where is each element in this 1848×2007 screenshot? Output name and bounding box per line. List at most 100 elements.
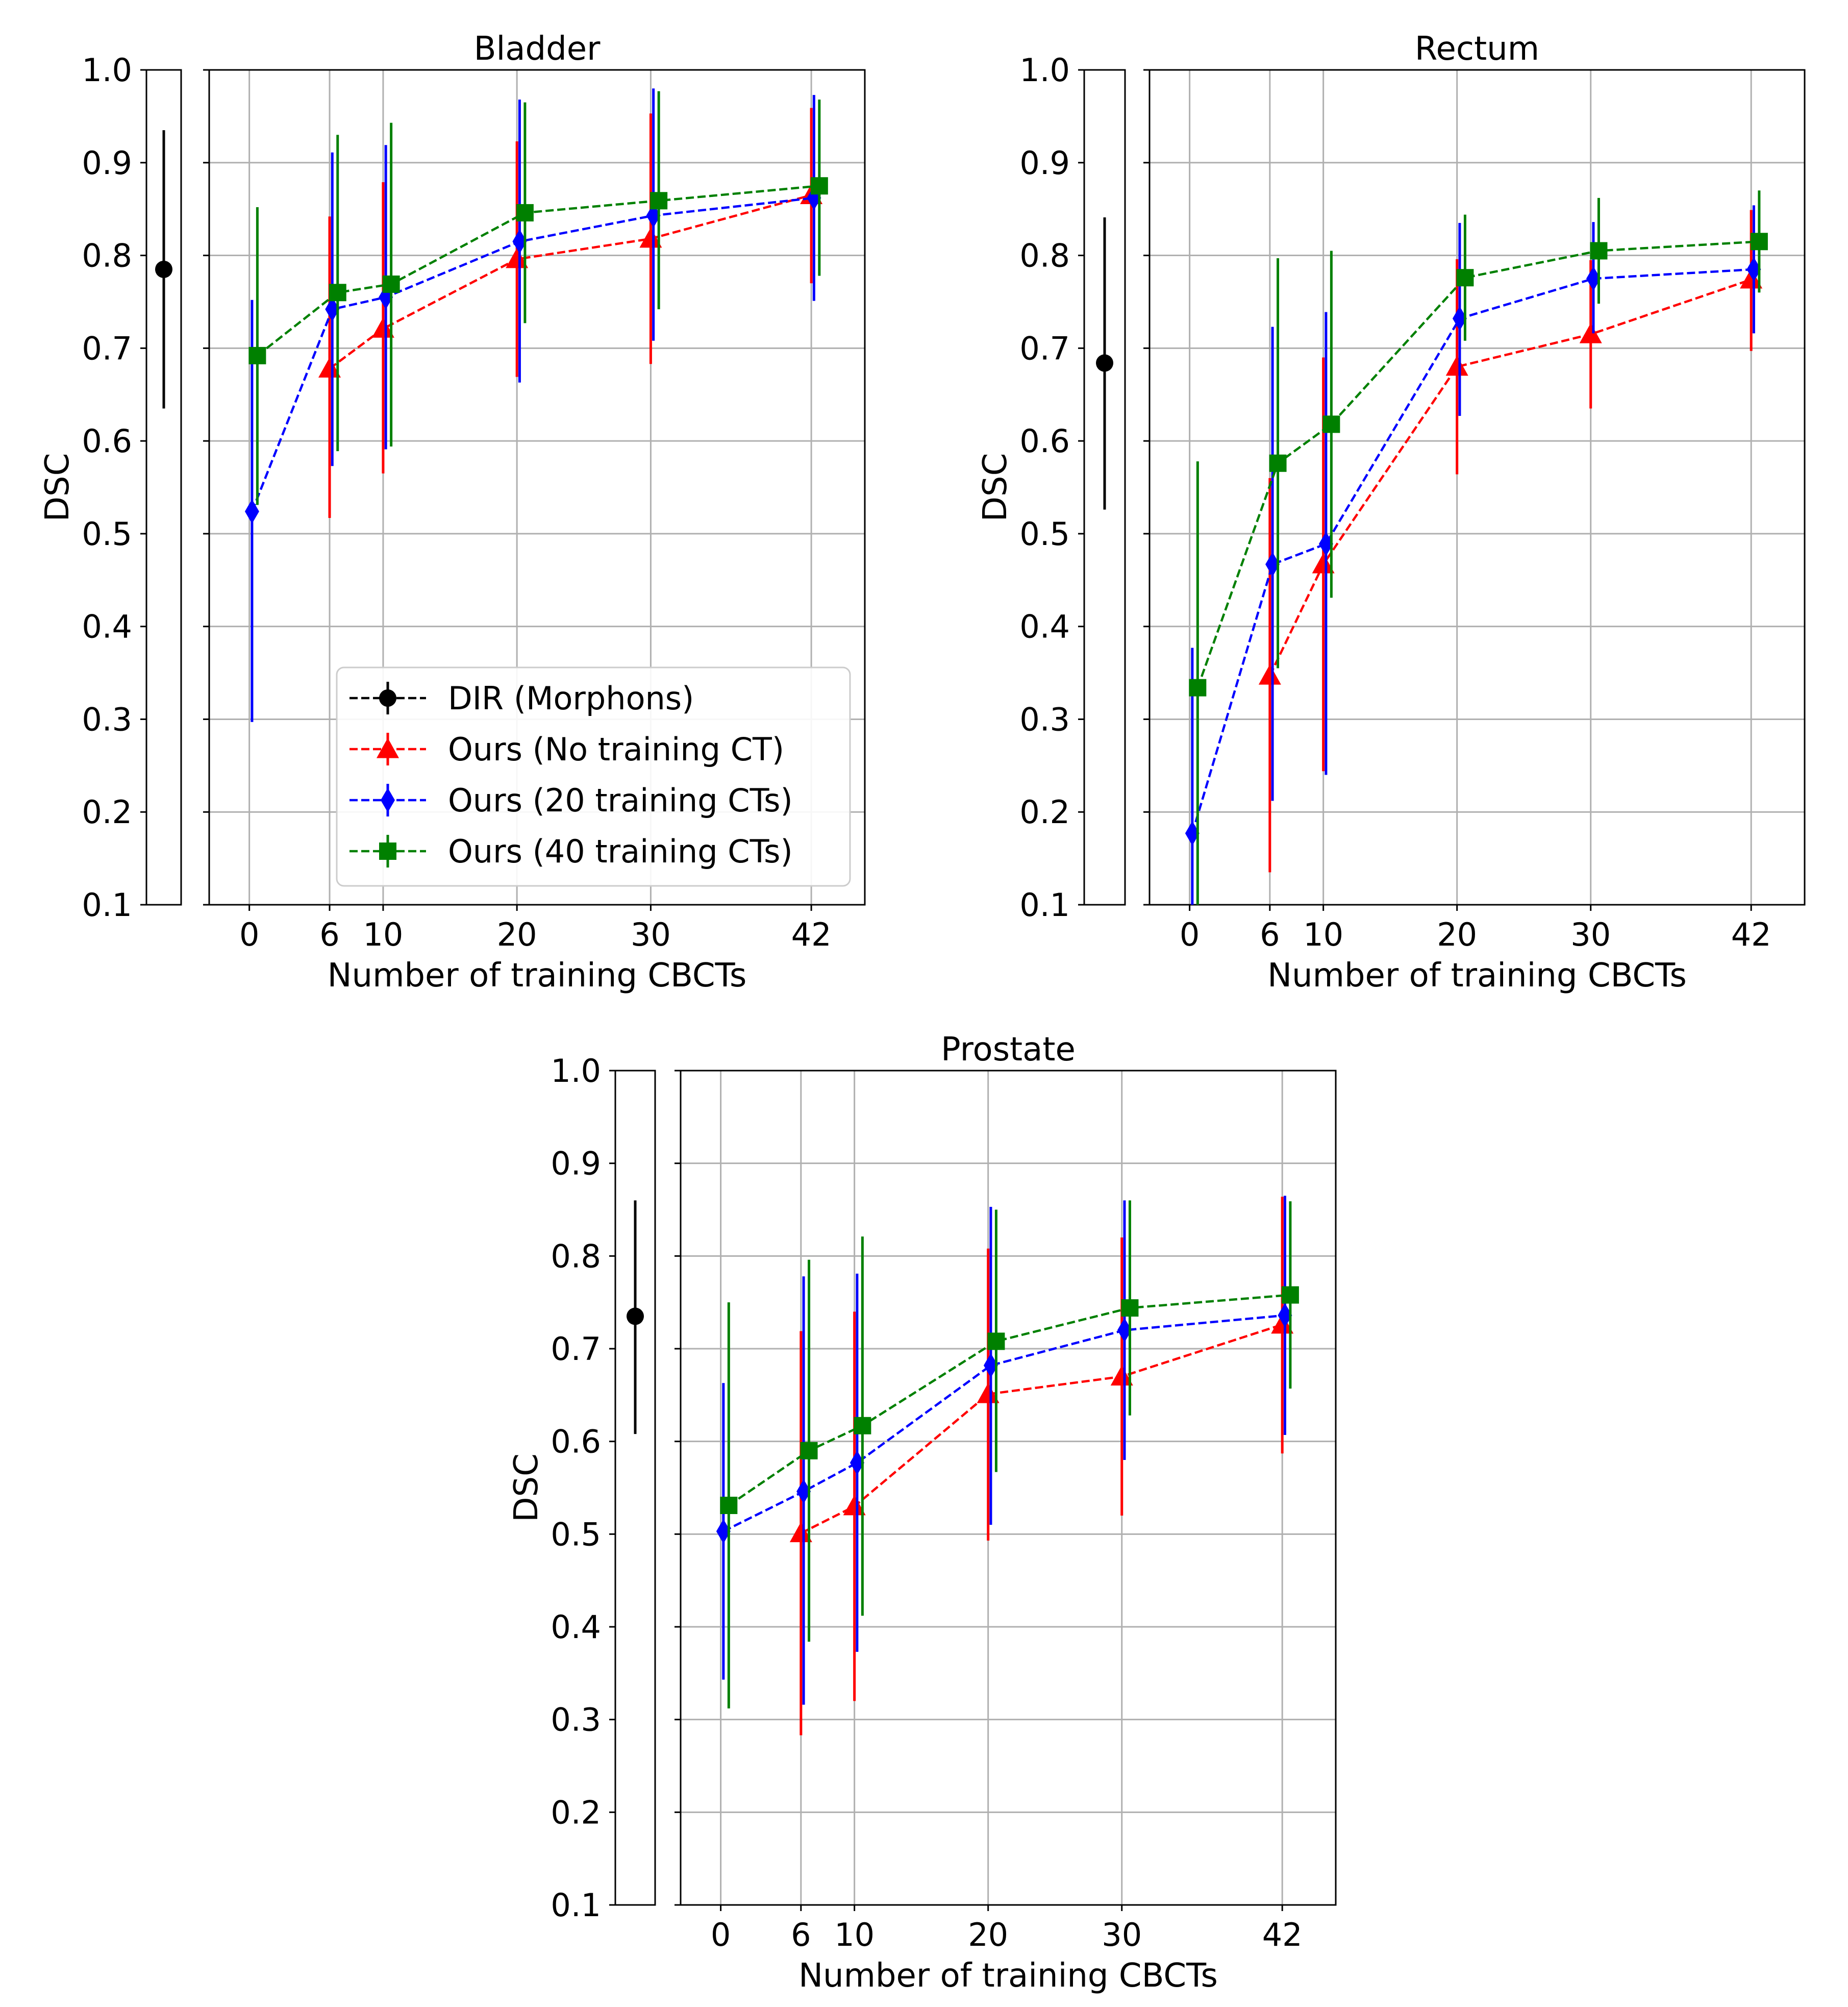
point-ct20 (1278, 1303, 1292, 1328)
point-ct40 (1121, 1299, 1139, 1317)
x-tick-label: 20 (968, 1916, 1008, 1953)
point-ct40 (248, 346, 266, 364)
series-no_ct (1258, 210, 1763, 873)
legend-marker (379, 689, 396, 707)
y-tick-label: 0.5 (82, 515, 132, 553)
line-ct20 (722, 1314, 1285, 1532)
main-axes-frame (680, 1070, 1337, 1906)
line-ct40 (728, 1294, 1291, 1506)
point-no_ct (639, 227, 662, 248)
point-ct20 (1185, 821, 1200, 846)
y-tick-label: 0.8 (1019, 237, 1070, 275)
point-ct40 (987, 1332, 1005, 1350)
legend-item-ct40: Ours (40 training CTs) (349, 833, 793, 870)
x-tick-label: 20 (497, 916, 537, 953)
point-ct20 (325, 296, 340, 321)
point-ct20 (983, 1353, 998, 1378)
point-ct40 (1322, 415, 1340, 433)
point-ct20 (1117, 1318, 1132, 1343)
y-axis-label: DSC (977, 453, 1014, 522)
point-ct40 (382, 275, 400, 293)
y-tick-label: 0.5 (1019, 515, 1070, 553)
x-tick-label: 10 (1303, 916, 1343, 953)
panel-bladder: 0.1 0.2 0.3 0.4 0.5 0.6 0.7 0.8 0.9 1.0 0 6 10 20 30 42… (39, 30, 866, 995)
point-no_ct (1579, 323, 1602, 343)
line-no_ct (800, 1323, 1283, 1534)
chart-title: Rectum (1415, 30, 1539, 68)
legend-item-no_ct: Ours (No training CT) (349, 731, 784, 768)
legend: DIR (Morphons) Ours (No training CT) Ours … (336, 666, 851, 887)
point-ct40 (1590, 242, 1608, 260)
point-ct40 (329, 284, 346, 302)
dir-axes-frame (145, 69, 182, 906)
point-no_ct (789, 1522, 812, 1543)
legend-marker (377, 738, 399, 758)
chart-title: Bladder (474, 30, 601, 68)
panel-prostate: 0.1 0.2 0.3 0.4 0.5 0.6 0.7 0.8 0.9 1.0 0 6 10 20 30 42… (508, 1031, 1337, 1995)
series-no_ct (318, 108, 823, 518)
point-ct20 (646, 203, 661, 228)
point-ct40 (1269, 454, 1287, 472)
series-ct20 (244, 88, 821, 722)
point-no_ct (1445, 355, 1468, 376)
y-tick-label: 0.4 (82, 608, 132, 646)
y-tick-label: 0.4 (1019, 608, 1070, 646)
line-ct20 (251, 196, 814, 512)
legend-label: DIR (Morphons) (448, 680, 694, 717)
y-tick-label: 0.2 (82, 794, 132, 831)
y-tick-label: 1.0 (551, 1052, 601, 1089)
point-ct20 (1265, 552, 1280, 577)
main-axes-frame (208, 69, 866, 906)
y-tick-label: 0.6 (82, 423, 132, 460)
point-no_ct (1312, 553, 1335, 574)
chart-title: Prostate (941, 1031, 1076, 1069)
y-tick-label: 0.8 (82, 237, 132, 275)
point-ct20 (850, 1450, 864, 1475)
y-tick-label: 0.6 (551, 1423, 601, 1460)
x-tick-label: 0 (711, 1916, 731, 1953)
x-tick-label: 6 (791, 1916, 811, 1953)
point-ct40 (1456, 269, 1474, 287)
point-ct20 (1452, 306, 1467, 331)
series-ct40 (248, 91, 828, 505)
x-tick-label: 0 (239, 916, 259, 953)
point-ct20 (512, 229, 527, 254)
point-ct20 (1586, 266, 1601, 291)
series-ct40 (720, 1200, 1299, 1708)
x-tick-label: 6 (319, 916, 339, 953)
x-tick-label: 30 (631, 916, 671, 953)
main-axes-frame (1148, 69, 1806, 906)
y-tick-label: 0.7 (82, 330, 132, 367)
x-tick-label: 42 (791, 916, 832, 953)
x-tick-label: 10 (363, 916, 403, 953)
legend-label: Ours (20 training CTs) (448, 782, 793, 819)
line-ct20 (1191, 268, 1754, 834)
y-axis-label: DSC (39, 453, 77, 522)
point-ct40 (810, 177, 828, 195)
point-ct40 (1281, 1286, 1299, 1304)
legend-label: Ours (40 training CTs) (448, 833, 793, 870)
point-ct20 (244, 499, 259, 524)
y-tick-label: 0.2 (1019, 794, 1070, 831)
x-axis-label: Number of training CBCTs (798, 1957, 1218, 1995)
y-tick-label: 0.7 (1019, 330, 1070, 367)
x-axis-label: Number of training CBCTs (328, 957, 747, 995)
y-tick-label: 0.7 (551, 1330, 601, 1368)
point-no_ct (1740, 268, 1763, 289)
point-ct20 (1318, 531, 1333, 556)
point-ct20 (796, 1479, 811, 1504)
series-no_ct (789, 1197, 1294, 1736)
dir-point (155, 260, 172, 278)
point-no_ct (506, 247, 529, 268)
x-tick-label: 20 (1437, 916, 1477, 953)
point-ct40 (516, 204, 534, 221)
x-tick-label: 30 (1102, 1916, 1142, 1953)
y-tick-label: 0.4 (551, 1608, 601, 1646)
series-ct20 (716, 1196, 1292, 1705)
dir-point (627, 1307, 644, 1325)
point-ct20 (1746, 257, 1761, 282)
y-tick-label: 1.0 (1019, 52, 1070, 89)
series-ct20 (1185, 205, 1761, 905)
point-no_ct (977, 1383, 1000, 1403)
x-tick-label: 10 (834, 1916, 875, 1953)
